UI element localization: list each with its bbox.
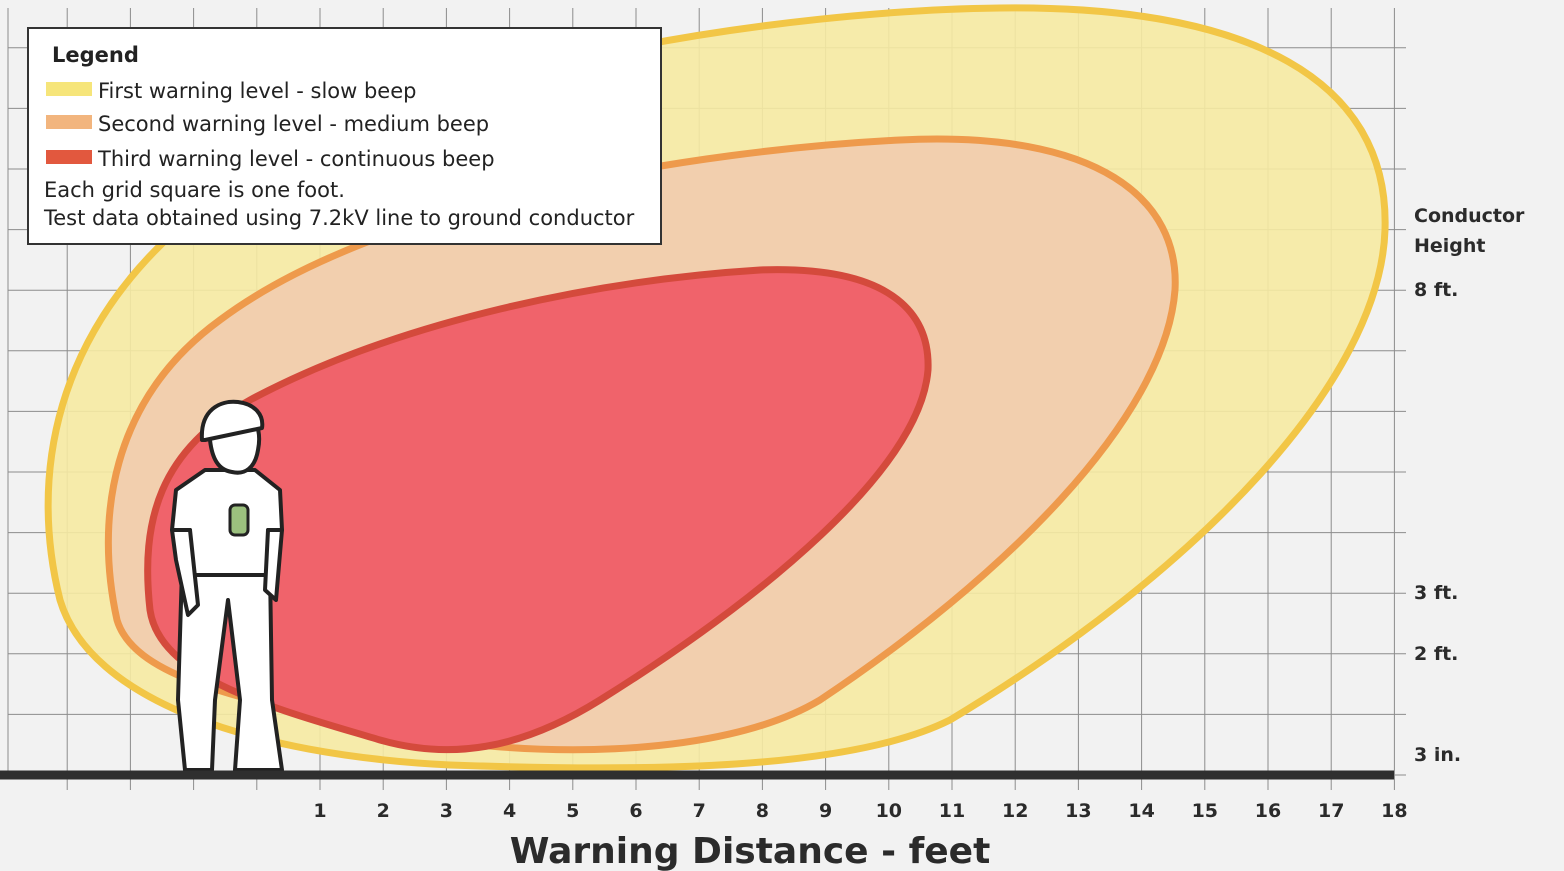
y-tick-label: 2 ft. <box>1414 643 1458 665</box>
legend-swatch <box>46 82 92 96</box>
legend-item: Second warning level - medium beep <box>98 112 489 136</box>
legend-note: Test data obtained using 7.2kV line to g… <box>43 206 635 230</box>
x-tick-label: 13 <box>1065 800 1091 822</box>
x-tick-label: 17 <box>1318 800 1344 822</box>
x-tick-label: 8 <box>756 800 769 822</box>
x-tick-label: 9 <box>819 800 832 822</box>
x-tick-label: 16 <box>1255 800 1281 822</box>
y-tick-label: 3 in. <box>1414 744 1461 766</box>
x-tick-label: 12 <box>1002 800 1028 822</box>
x-tick-label: 15 <box>1192 800 1218 822</box>
x-tick-label: 6 <box>629 800 642 822</box>
third-warning-zone <box>144 266 932 754</box>
y-tick-label: 8 ft. <box>1414 279 1458 301</box>
legend-box <box>27 27 662 245</box>
worker-figure <box>170 399 284 772</box>
legend-note: Each grid square is one foot. <box>44 178 345 202</box>
y-axis-title-text: Height <box>1414 235 1486 257</box>
x-tick-label: 18 <box>1381 800 1407 822</box>
x-tick-label: 14 <box>1128 800 1154 822</box>
legend-title: Legend <box>52 43 139 67</box>
legend: Legend First warning level - slow beep S… <box>27 27 662 245</box>
x-tick-label: 1 <box>313 800 326 822</box>
x-tick-label: 5 <box>566 800 579 822</box>
legend-item: First warning level - slow beep <box>98 79 416 103</box>
x-tick-label: 7 <box>693 800 706 822</box>
legend-swatch <box>46 150 92 164</box>
x-axis-title: Warning Distance - feet <box>510 831 991 871</box>
x-tick-label: 4 <box>503 800 516 822</box>
y-tick-label: 3 ft. <box>1414 582 1458 604</box>
y-axis-title: Conductor Height <box>1414 205 1525 257</box>
legend-item: Third warning level - continuous beep <box>97 147 495 171</box>
y-axis-title-text: Conductor <box>1414 205 1525 227</box>
legend-swatch <box>46 115 92 129</box>
x-tick-label: 11 <box>939 800 965 822</box>
x-tick-label: 3 <box>440 800 453 822</box>
x-tick-label: 10 <box>876 800 902 822</box>
x-tick-label: 2 <box>377 800 390 822</box>
